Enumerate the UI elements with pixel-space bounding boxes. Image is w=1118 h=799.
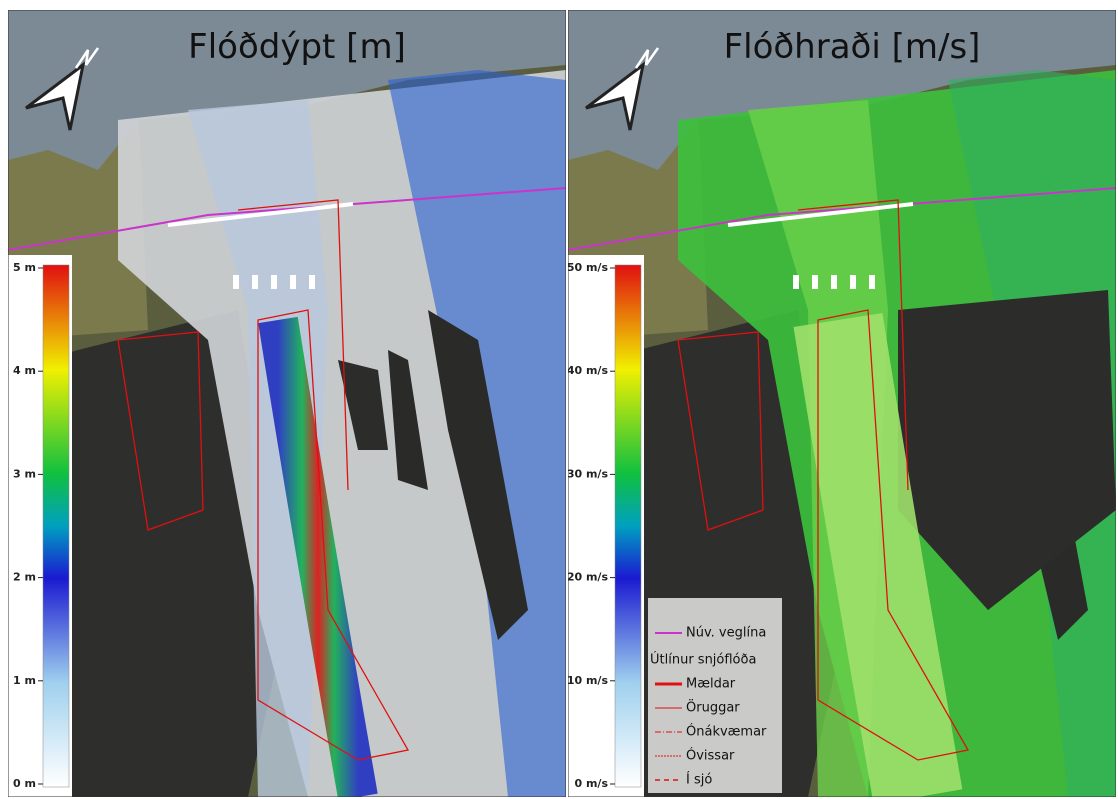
colorbar	[43, 265, 69, 787]
colorbar-label: 0 m	[13, 777, 36, 790]
colorbar	[615, 265, 641, 787]
marker	[812, 275, 818, 289]
colorbar-label: 2 m	[13, 571, 36, 584]
panel-title: Flóðhraði [m/s]	[724, 27, 981, 67]
legend-label: Í sjó	[686, 772, 712, 788]
legend-label: Óvissar	[686, 748, 735, 764]
colorbar-label: 20 m/s	[567, 571, 609, 584]
marker	[869, 275, 875, 289]
colorbar-label: 30 m/s	[567, 467, 609, 480]
marker	[831, 275, 837, 289]
marker	[850, 275, 856, 289]
marker	[252, 275, 258, 289]
legend-label: Ónákvæmar	[686, 724, 767, 740]
map: Flóðdýpt [m] 5 m 4 m 3 m 2 m 1 m 0 m	[8, 10, 566, 797]
marker	[271, 275, 277, 289]
colorbar-label: 4 m	[13, 364, 36, 377]
marker	[290, 275, 296, 289]
colorbar-label: 5 m	[13, 261, 36, 274]
map-figure: Flóðdýpt [m] 5 m 4 m 3 m 2 m 1 m 0 m Flóðhraði …	[0, 0, 1118, 799]
colorbar-label: 1 m	[13, 674, 36, 687]
map-panel: Flóðdýpt [m] 5 m 4 m 3 m 2 m 1 m 0 m	[8, 10, 566, 797]
legend: Núv. veglína Útlínur snjóflóða Mældar Örugg…	[648, 598, 782, 793]
legend-heading: Útlínur snjóflóða	[650, 652, 756, 668]
legend-label: Núv. veglína	[686, 626, 766, 641]
marker	[233, 275, 239, 289]
colorbar-label: 50 m/s	[567, 261, 609, 274]
panel-title: Flóðdýpt [m]	[188, 27, 406, 67]
colorbar-label: 0 m/s	[574, 777, 608, 790]
marker	[793, 275, 799, 289]
colorbar-label: 40 m/s	[567, 364, 609, 377]
legend-label: Mældar	[686, 677, 736, 692]
colorbar-label: 10 m/s	[567, 674, 609, 687]
marker	[309, 275, 315, 289]
legend-label: Öruggar	[686, 699, 740, 716]
colorbar-label: 3 m	[13, 467, 36, 480]
